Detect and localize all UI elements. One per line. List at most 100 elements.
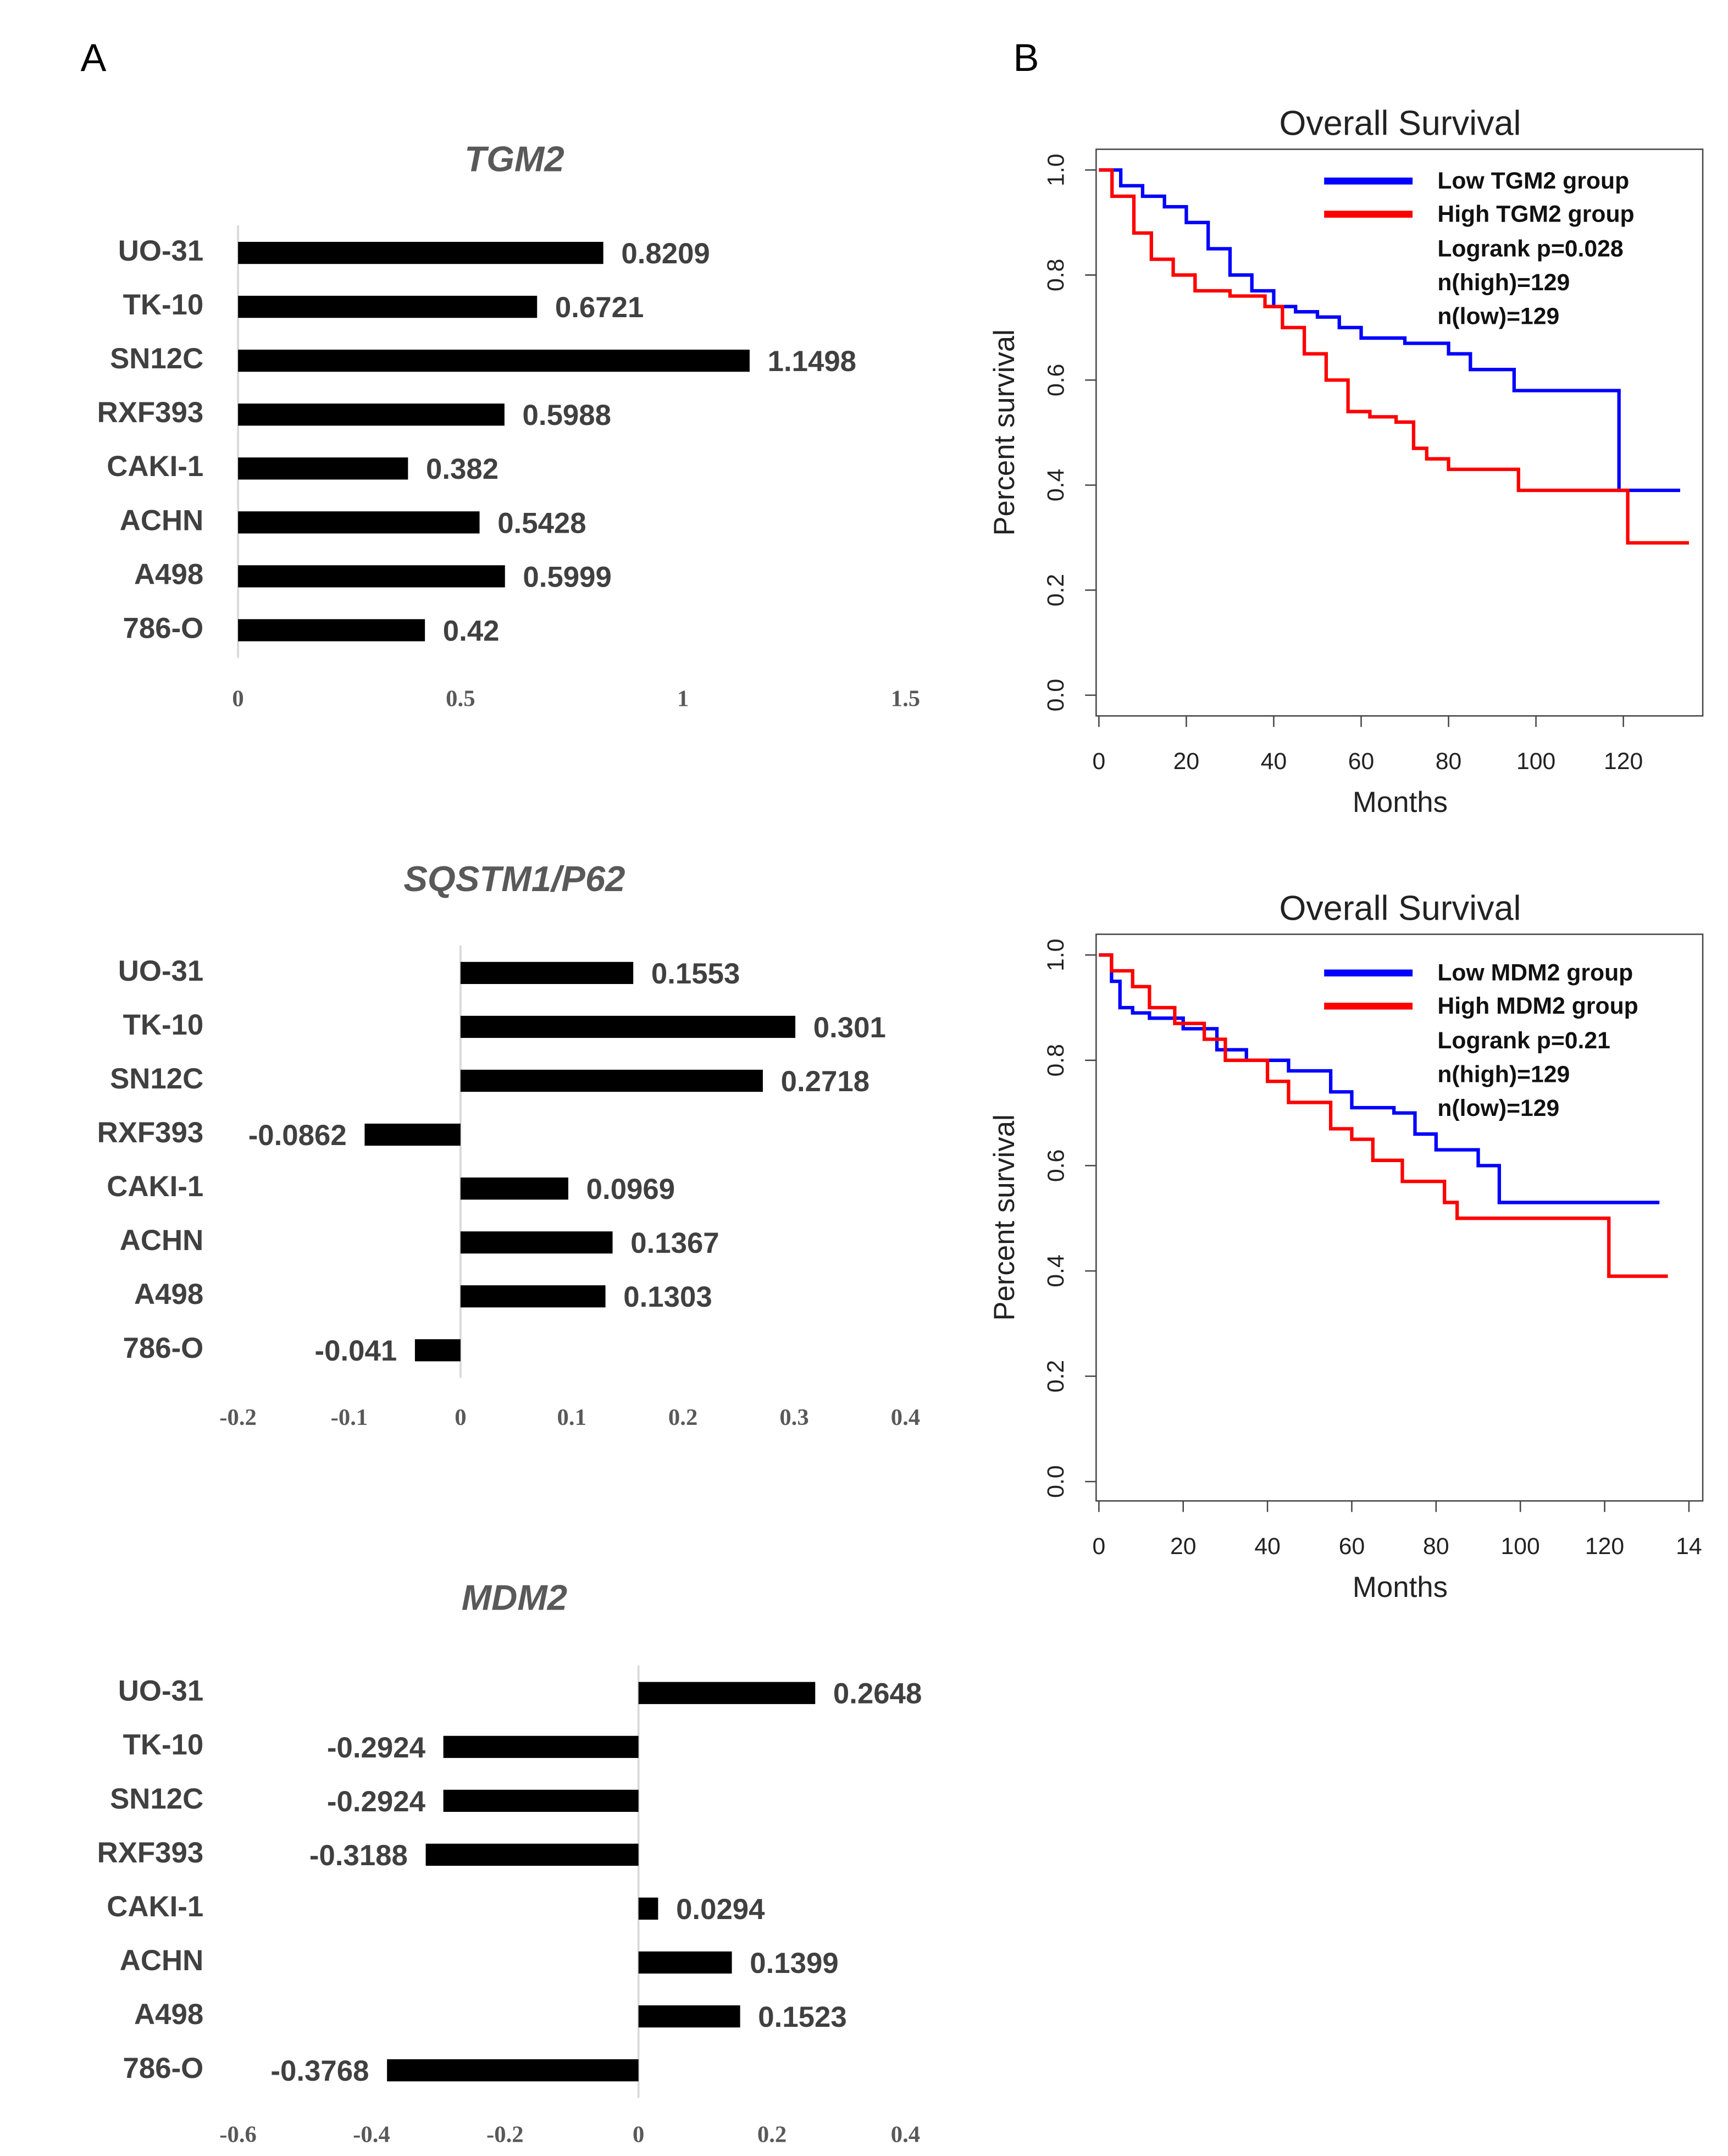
x-tick-label: 100 (1516, 748, 1555, 775)
x-tick-label: 0 (455, 1405, 466, 1430)
value-label: 0.8209 (621, 237, 710, 270)
x-tick-label: 0.4 (891, 1405, 920, 1430)
x-tick-label: 14 (1676, 1533, 1702, 1560)
category-label: TK-10 (123, 1729, 204, 1761)
y-axis-label: Percent survival (988, 329, 1021, 535)
category-label: RXF393 (97, 1116, 204, 1149)
x-tick-label: -0.2 (219, 1405, 257, 1430)
chart-title: TGM2 (464, 139, 564, 179)
value-label: -0.2924 (327, 1732, 426, 1764)
bar (443, 1735, 639, 1758)
legend-label: Low TGM2 group (1437, 168, 1629, 194)
bar (638, 1682, 816, 1704)
value-label: -0.2924 (327, 1785, 426, 1818)
bar (238, 511, 480, 534)
x-tick-label: 0.2 (757, 2122, 787, 2148)
x-tick-label: -0.1 (331, 1405, 368, 1430)
x-tick-label: 0 (1093, 1533, 1106, 1560)
category-label: UO-31 (118, 955, 203, 987)
value-label: -0.0862 (248, 1119, 347, 1152)
bar (460, 1015, 796, 1038)
category-label: A498 (134, 558, 203, 590)
x-tick-label: 0 (633, 2122, 644, 2148)
value-label: 0.0969 (586, 1173, 675, 1206)
bar (238, 457, 408, 480)
x-tick-label: 0.4 (891, 2122, 920, 2148)
y-tick-label: 0.0 (1043, 679, 1069, 711)
annotation: n(high)=129 (1437, 1062, 1570, 1088)
value-label: 0.1367 (630, 1227, 719, 1259)
category-label: SN12C (110, 1063, 203, 1095)
category-label: 786-O (123, 2052, 204, 2085)
y-tick-label: 0.6 (1043, 364, 1069, 396)
x-tick-label: -0.4 (353, 2122, 390, 2148)
survival-curve (1099, 168, 1689, 545)
category-label: UO-31 (118, 1675, 203, 1707)
x-tick-label: 80 (1423, 1533, 1449, 1560)
bar (460, 1177, 568, 1200)
bar (425, 1843, 639, 1866)
value-label: 0.1303 (623, 1281, 712, 1313)
x-tick-label: 60 (1348, 748, 1375, 775)
bar (238, 241, 603, 264)
x-tick-label: 0.2 (668, 1405, 697, 1430)
value-label: -0.3188 (309, 1839, 408, 1872)
value-label: 0.42 (443, 615, 500, 647)
y-tick-label: 0.6 (1043, 1149, 1069, 1182)
bar (414, 1339, 461, 1362)
x-tick-label: 120 (1585, 1533, 1624, 1560)
bar (460, 961, 634, 985)
legend-label: High MDM2 group (1437, 993, 1638, 1019)
category-label: ACHN (120, 1944, 203, 1977)
category-label: A498 (134, 1998, 203, 2031)
bar (443, 1789, 639, 1812)
panel-label: B (1013, 36, 1039, 79)
value-label: 0.301 (813, 1011, 886, 1044)
bar (238, 296, 538, 318)
x-tick-label: 40 (1254, 1533, 1281, 1560)
x-tick-label: 1.5 (891, 686, 920, 711)
x-tick-label: 0.5 (446, 686, 475, 711)
y-tick-label: 0.8 (1043, 1044, 1069, 1076)
bar (387, 2059, 639, 2082)
x-tick-label: 80 (1436, 748, 1462, 775)
category-label: TK-10 (123, 1009, 204, 1041)
category-label: CAKI-1 (107, 1170, 203, 1203)
bar (364, 1123, 461, 1146)
bar (460, 1069, 763, 1092)
bar (238, 565, 505, 588)
value-label: 0.2718 (781, 1065, 869, 1098)
x-tick-label: 120 (1604, 748, 1643, 775)
category-label: 786-O (123, 1332, 204, 1364)
bar (638, 1897, 658, 1920)
y-tick-label: 0.2 (1043, 1360, 1069, 1392)
y-tick-label: 1.0 (1043, 154, 1069, 186)
x-axis-label: Months (1353, 786, 1448, 819)
y-tick-label: 1.0 (1043, 939, 1069, 971)
value-label: 0.1523 (758, 2001, 846, 2033)
category-label: CAKI-1 (107, 450, 203, 483)
x-tick-label: 1 (677, 686, 689, 711)
category-label: UO-31 (118, 235, 203, 267)
bar (638, 2005, 740, 2028)
bar (460, 1231, 613, 1254)
bar (460, 1285, 606, 1308)
bar (238, 619, 425, 642)
value-label: 0.0294 (676, 1893, 765, 1926)
value-label: 0.1553 (651, 958, 740, 990)
value-label: 0.5988 (523, 399, 611, 432)
x-tick-label: 0.1 (557, 1405, 586, 1430)
x-tick-label: 0.3 (779, 1405, 808, 1430)
category-label: A498 (134, 1278, 203, 1311)
chart-title: Overall Survival (1279, 104, 1521, 142)
y-tick-label: 0.0 (1043, 1465, 1069, 1497)
value-label: 0.382 (426, 453, 499, 485)
x-tick-label: 60 (1339, 1533, 1365, 1560)
category-label: TK-10 (123, 289, 204, 321)
annotation: n(low)=129 (1437, 303, 1559, 330)
category-label: RXF393 (97, 1837, 204, 1869)
category-label: ACHN (120, 1224, 203, 1257)
chart-title: MDM2 (462, 1578, 567, 1618)
annotation: n(low)=129 (1437, 1095, 1559, 1121)
